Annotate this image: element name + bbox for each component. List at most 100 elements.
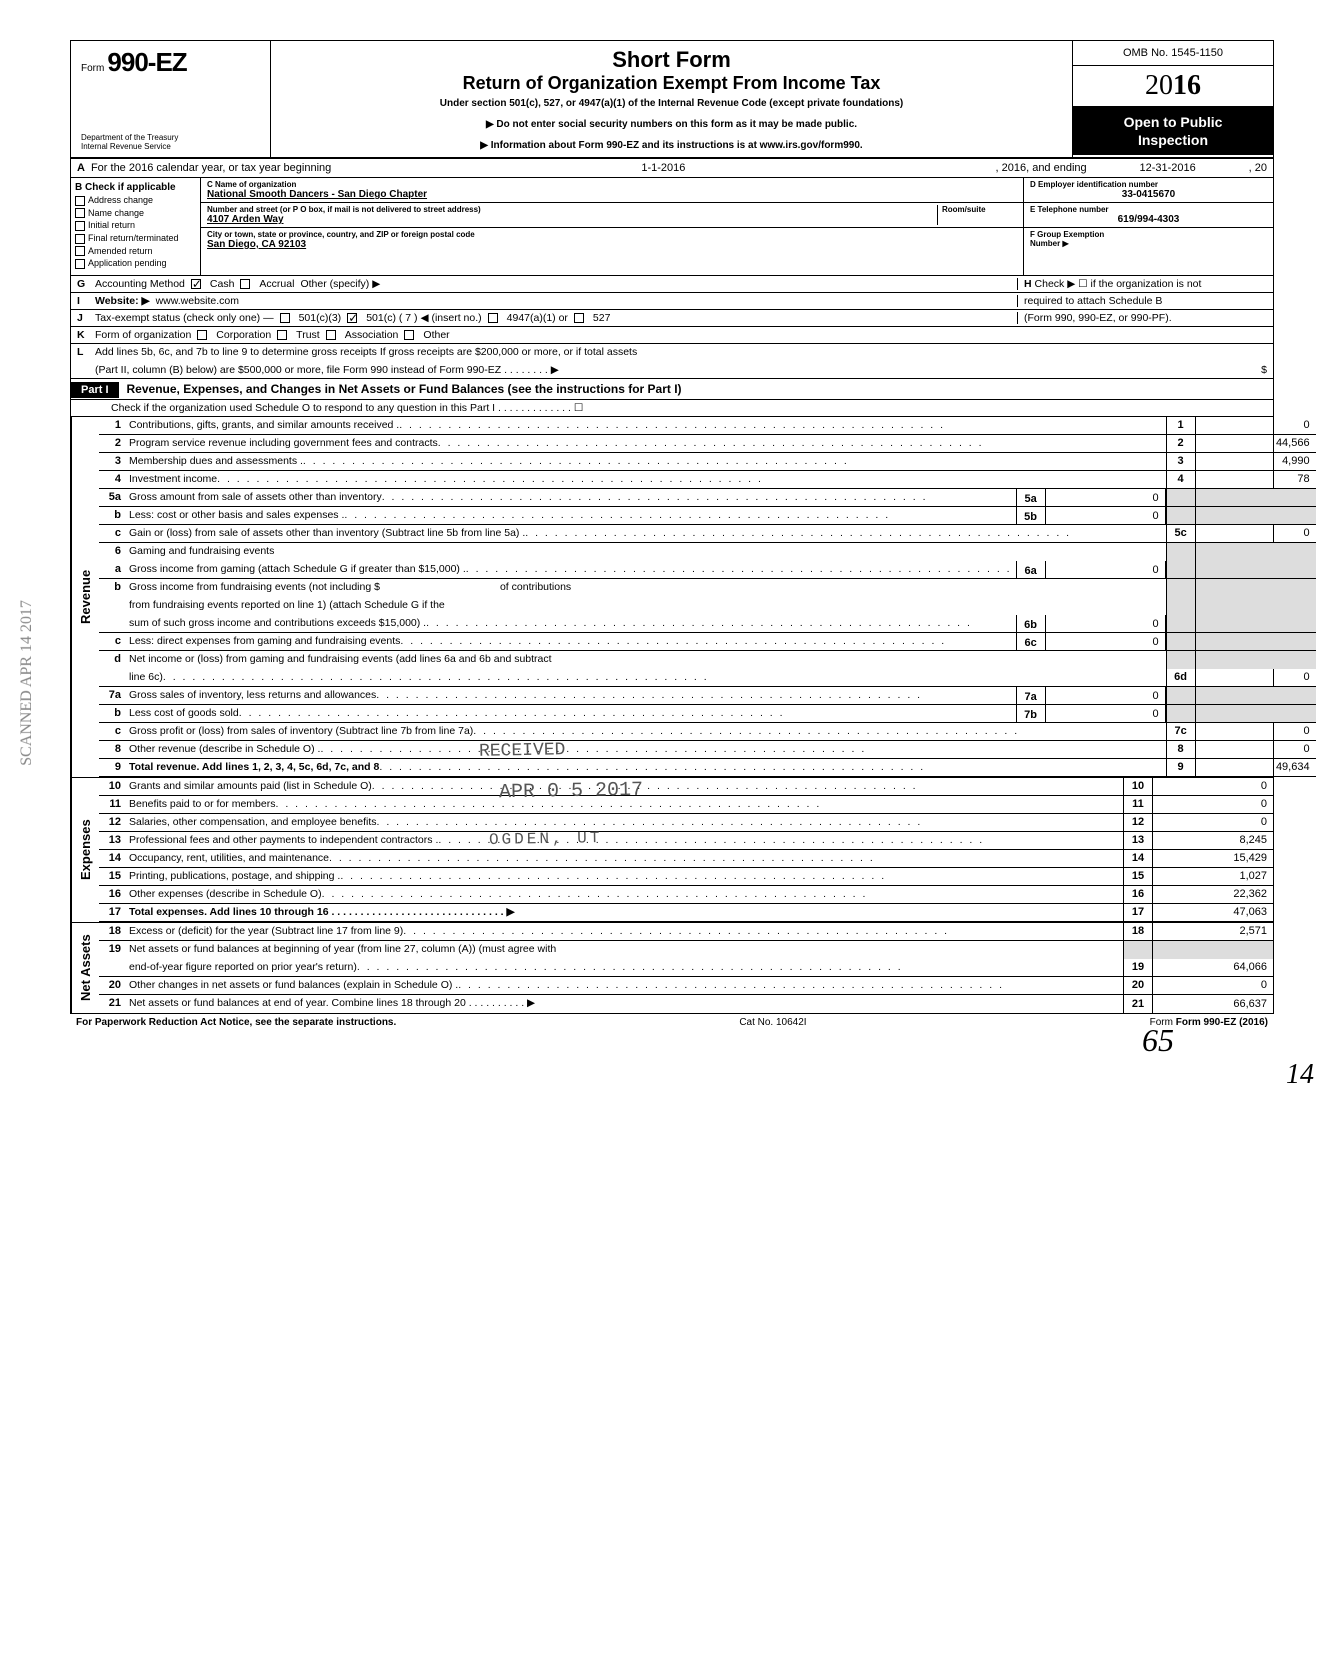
row-a-tax-year: A For the 2016 calendar year, or tax yea… [71,159,1273,178]
line-j: J Tax-exempt status (check only one) — 5… [71,310,1273,327]
checkbox-other[interactable] [404,330,414,340]
checkbox-trust[interactable] [277,330,287,340]
line-4: 4Investment income 478 [99,471,1316,489]
expenses-section: Expenses 10Grants and similar amounts pa… [71,777,1273,922]
form-number-cell: Form 990-EZ Department of the Treasury I… [71,41,271,157]
revenue-label: Revenue [71,417,99,777]
line-5a: 5aGross amount from sale of assets other… [99,489,1316,507]
line-l: L Add lines 5b, 6c, and 7b to line 9 to … [71,344,1273,379]
revenue-section: Revenue 1Contributions, gifts, grants, a… [71,417,1273,777]
org-name: National Smooth Dancers - San Diego Chap… [207,189,1017,200]
org-street: 4107 Arden Way [207,214,937,225]
scanned-stamp: SCANNED APR 14 2017 [18,600,36,766]
footer-cat: Cat No. 10642I [739,1017,806,1028]
line-14: 14Occupancy, rent, utilities, and mainte… [99,850,1273,868]
telephone: 619/994-4303 [1030,214,1267,225]
checkbox-cash[interactable] [191,279,201,289]
line-6: 6Gaming and fundraising events [99,543,1316,561]
handwritten-initial: 65 [1142,1022,1174,1059]
footer-left: For Paperwork Reduction Act Notice, see … [76,1017,396,1028]
checkbox-initial-return[interactable] [75,221,85,231]
line-6a: aGross income from gaming (attach Schedu… [99,561,1316,579]
expenses-label: Expenses [71,778,99,922]
line-8: 8Other revenue (describe in Schedule O) … [99,741,1316,759]
title-short: Short Form [281,47,1062,73]
line-10: 10Grants and similar amounts paid (list … [99,778,1273,796]
omb-number: OMB No. 1545-1150 [1073,41,1273,66]
line-6d-2: line 6c) 6d0 [99,669,1316,687]
section-c: C Name of organization National Smooth D… [201,178,1023,275]
net-assets-label: Net Assets [71,923,99,1013]
form-number: 990-EZ [107,47,186,77]
line-20: 20Other changes in net assets or fund ba… [99,977,1273,995]
title-main: Return of Organization Exempt From Incom… [281,73,1062,94]
part-1-header: Part I Revenue, Expenses, and Changes in… [71,379,1273,400]
line-5b: bLess: cost or other basis and sales exp… [99,507,1316,525]
line-6b-3: sum of such gross income and contributio… [99,615,1316,633]
dept-irs: Internal Revenue Service [81,142,260,151]
checkbox-final-return[interactable] [75,234,85,244]
title-cell: Short Form Return of Organization Exempt… [271,41,1073,157]
dept-treasury: Department of the Treasury [81,133,260,142]
handwritten-page: 14 [1286,1059,1314,1091]
line-13: 13Professional fees and other payments t… [99,832,1273,850]
line-k: K Form of organization Corporation Trust… [71,327,1273,344]
line-6b-2: from fundraising events reported on line… [99,597,1316,615]
line-17: 17Total expenses. Add lines 10 through 1… [99,904,1273,922]
line-6d-1: dNet income or (loss) from gaming and fu… [99,651,1316,669]
title-under: Under section 501(c), 527, or 4947(a)(1)… [281,98,1062,109]
line-6c: cLess: direct expenses from gaming and f… [99,633,1316,651]
line-7b: bLess cost of goods sold 7b0 [99,705,1316,723]
line-5c: cGain or (loss) from sale of assets othe… [99,525,1316,543]
header-note-2: ▶ Information about Form 990-EZ and its … [281,140,1062,151]
line-19-1: 19Net assets or fund balances at beginni… [99,941,1273,959]
checkbox-accrual[interactable] [240,279,250,289]
part-1-check-note: Check if the organization used Schedule … [71,400,1273,417]
line-i: I Website: ▶ www.website.com required to… [71,293,1273,310]
checkbox-527[interactable] [574,313,584,323]
checkbox-4947[interactable] [488,313,498,323]
line-6b-1: bGross income from fundraising events (n… [99,579,1316,597]
line-19-2: end-of-year figure reported on prior yea… [99,959,1273,977]
checkbox-address-change[interactable] [75,196,85,206]
checkbox-corp[interactable] [197,330,207,340]
checkbox-pending[interactable] [75,259,85,269]
part-1-title: Revenue, Expenses, and Changes in Net As… [127,379,1273,399]
checkbox-501c3[interactable] [280,313,290,323]
net-assets-section: Net Assets 18Excess or (deficit) for the… [71,922,1273,1013]
footer: For Paperwork Reduction Act Notice, see … [70,1014,1274,1031]
ein-value: 33-0415670 [1030,189,1267,200]
checkbox-amended[interactable] [75,246,85,256]
line-21: 21Net assets or fund balances at end of … [99,995,1273,1013]
line-9: 9Total revenue. Add lines 1, 2, 3, 4, 5c… [99,759,1316,777]
line-g-h: G Accounting Method Cash Accrual Other (… [71,276,1273,293]
line-16: 16Other expenses (describe in Schedule O… [99,886,1273,904]
part-1-badge: Part I [71,382,119,398]
line-18: 18Excess or (deficit) for the year (Subt… [99,923,1273,941]
checkbox-501c[interactable] [347,313,357,323]
line-7c: cGross profit or (loss) from sales of in… [99,723,1316,741]
form-990ez: Form 990-EZ Department of the Treasury I… [70,40,1274,1014]
website-value: www.website.com [156,295,239,307]
org-info-block: B Check if applicable Address change Nam… [71,178,1273,276]
line-11: 11Benefits paid to or for members 110 [99,796,1273,814]
section-d: D Employer identification number 33-0415… [1023,178,1273,275]
line-2: 2Program service revenue including gover… [99,435,1316,453]
line-7a: 7aGross sales of inventory, less returns… [99,687,1316,705]
form-header: Form 990-EZ Department of the Treasury I… [71,41,1273,159]
open-inspection: Open to Public Inspection [1073,107,1273,155]
received-stamp-date: APR 0 5 2017 [499,778,643,804]
line-1: 1Contributions, gifts, grants, and simil… [99,417,1316,435]
section-b: B Check if applicable Address change Nam… [71,178,201,275]
line-15: 15Printing, publications, postage, and s… [99,868,1273,886]
checkbox-assoc[interactable] [326,330,336,340]
line-3: 3Membership dues and assessments . 34,99… [99,453,1316,471]
received-stamp-ogden: OGDEN, UT [489,829,603,849]
checkbox-name-change[interactable] [75,208,85,218]
header-note-1: ▶ Do not enter social security numbers o… [281,119,1062,130]
org-city: San Diego, CA 92103 [207,239,1017,250]
omb-cell: OMB No. 1545-1150 2016 Open to Public In… [1073,41,1273,157]
form-prefix: Form [81,63,104,74]
line-12: 12Salaries, other compensation, and empl… [99,814,1273,832]
tax-year: 2016 [1073,66,1273,107]
